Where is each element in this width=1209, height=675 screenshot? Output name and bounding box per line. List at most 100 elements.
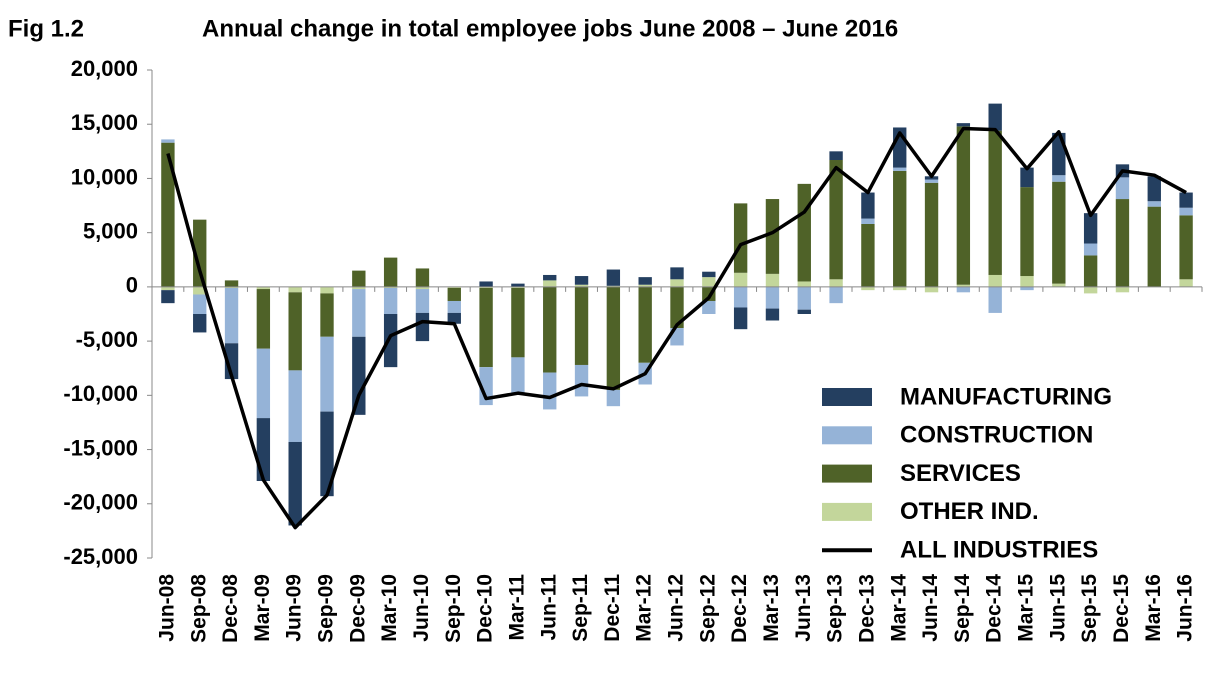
x-tick-label: Sep-12 <box>696 574 719 643</box>
legend-swatch <box>822 426 872 445</box>
bar-segment <box>606 285 621 287</box>
bar-segment <box>956 284 971 287</box>
x-tick-label: Mar-16 <box>1142 574 1165 642</box>
bar-segment <box>574 276 589 285</box>
x-tick-label: Dec-13 <box>855 574 878 643</box>
y-tick-label: -20,000 <box>63 490 138 515</box>
bar-segment <box>1147 206 1161 287</box>
bar-segment <box>670 267 684 280</box>
bar-segment <box>447 287 461 301</box>
bar-segment <box>733 286 748 308</box>
x-tick-label: Jun-09 <box>283 574 306 642</box>
bar-segment <box>1020 286 1034 291</box>
bar-segment <box>288 286 302 293</box>
bar-segment <box>543 286 557 373</box>
x-tick-label: Mar-14 <box>887 574 910 642</box>
legend-label: OTHER IND. <box>900 498 1039 525</box>
chart-title: Annual change in total employee jobs Jun… <box>202 15 898 42</box>
x-tick-label: Mar-09 <box>251 574 274 642</box>
bar-segment <box>574 284 589 287</box>
bar-segment <box>606 389 621 407</box>
x-tick-label: Jun-12 <box>665 574 688 642</box>
y-tick-label: -5,000 <box>76 327 138 352</box>
bar-segment <box>1052 181 1066 284</box>
bar-segment <box>193 314 207 333</box>
bar-segment <box>479 367 493 406</box>
figure-label: Fig 1.2 <box>8 15 84 42</box>
bar-segment <box>1179 192 1193 208</box>
x-tick-label: Dec-11 <box>601 574 624 642</box>
x-tick-label: Jun-11 <box>537 574 560 641</box>
x-tick-label: Jun-13 <box>792 574 815 642</box>
x-tick-label: Jun-14 <box>919 574 942 642</box>
x-tick-label: Dec-08 <box>219 574 242 643</box>
bar-segment <box>256 418 271 482</box>
bar-segment <box>606 269 621 286</box>
bar-segment <box>320 336 334 412</box>
bar-segment <box>1147 176 1161 202</box>
bar-segment <box>797 309 811 314</box>
x-tick-label: Sep-11 <box>569 574 592 642</box>
bar-segment <box>383 286 398 288</box>
x-tick-label: Jun-15 <box>1046 574 1069 642</box>
bar-segment <box>479 287 493 368</box>
x-tick-label: Mar-11 <box>505 574 528 641</box>
bar-segment <box>638 277 652 285</box>
bar-segment <box>447 286 461 288</box>
bar-segment <box>161 290 175 304</box>
bar-segment <box>193 294 207 314</box>
bar-segment <box>1179 215 1193 280</box>
bar-segment <box>415 268 430 287</box>
x-tick-label: Mar-12 <box>633 574 656 642</box>
x-tick-label: Sep-08 <box>187 574 210 643</box>
bar-segment <box>161 142 175 287</box>
bar-segment <box>383 314 398 368</box>
bar-segment <box>256 289 271 349</box>
bar-segment <box>861 192 875 219</box>
bar-segment <box>829 160 843 280</box>
bar-segment <box>988 103 1002 131</box>
bar-segment <box>383 257 398 287</box>
bar-segment <box>543 280 557 287</box>
x-tick-label: Jun-08 <box>155 574 178 642</box>
bar-segment <box>256 348 271 419</box>
bar-segment <box>1179 279 1193 287</box>
bar-segment <box>988 286 1002 313</box>
bar-segment <box>1083 286 1098 294</box>
bar-segment <box>415 312 430 342</box>
x-tick-label: Sep-09 <box>315 574 338 643</box>
bar-segment <box>924 179 939 183</box>
bar-segment <box>765 286 780 309</box>
bar-segment <box>511 357 525 394</box>
bar-segment <box>511 286 525 288</box>
bar-segment <box>320 293 334 337</box>
bar-segment <box>797 183 811 282</box>
bar-segment <box>1083 243 1098 256</box>
legend-label: SERVICES <box>900 460 1021 487</box>
bar-segment <box>1020 167 1034 188</box>
bar-segment <box>606 286 621 390</box>
bar-segment <box>670 286 684 329</box>
bar-segment <box>288 292 302 371</box>
bar-segment <box>224 280 239 287</box>
y-tick-label: -25,000 <box>63 544 138 569</box>
x-tick-label: Dec-15 <box>1110 574 1133 643</box>
bar-segment <box>733 203 748 273</box>
bar-segment <box>797 286 811 310</box>
bar-segment <box>1020 187 1034 277</box>
x-tick-label: Jun-16 <box>1174 574 1197 642</box>
bar-segment <box>733 307 748 330</box>
x-tick-label: Sep-13 <box>824 574 847 643</box>
bar-segment <box>829 279 843 287</box>
bar-segment <box>479 286 493 288</box>
bar-segment <box>765 199 780 274</box>
bar-segment <box>288 370 302 442</box>
x-tick-label: Sep-15 <box>1078 574 1101 643</box>
bar-segment <box>1020 276 1034 287</box>
bar-segment <box>193 219 207 287</box>
bar-segment <box>288 441 302 526</box>
legend-label: MANUFACTURING <box>900 383 1112 410</box>
bar-segment <box>543 274 557 281</box>
bar-segment <box>1083 255 1098 287</box>
